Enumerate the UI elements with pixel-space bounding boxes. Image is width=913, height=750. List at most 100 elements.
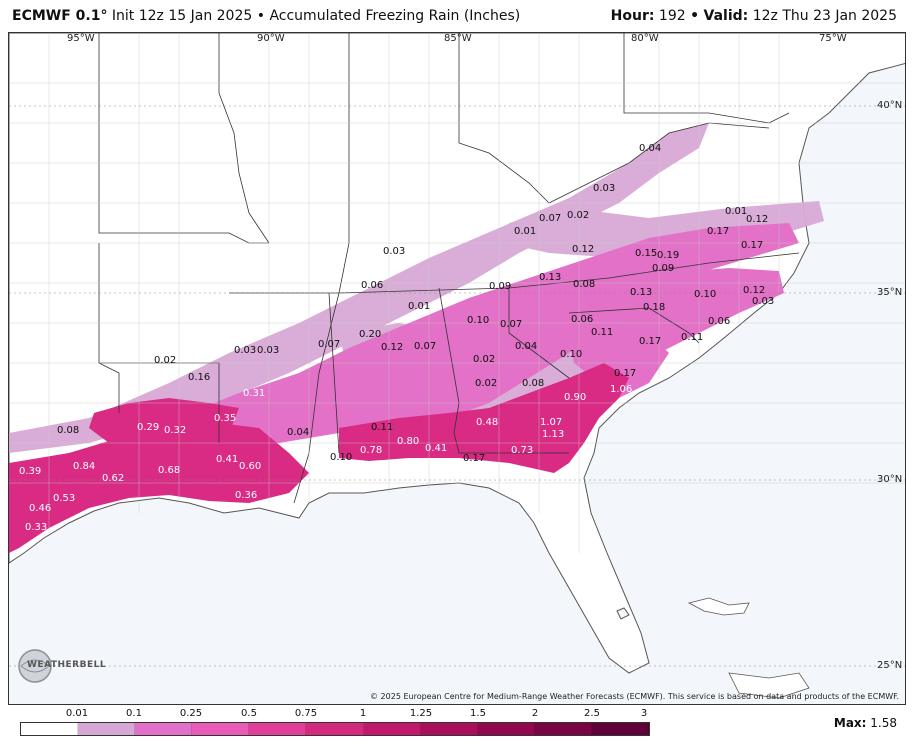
value-label: 0.12 xyxy=(572,244,595,255)
lon-label-90w: 90°W xyxy=(257,33,285,44)
value-label: 0.68 xyxy=(158,465,181,476)
value-label: 0.17 xyxy=(741,240,764,251)
title-separator-2: • xyxy=(690,8,700,24)
max-number: 1.58 xyxy=(870,716,897,730)
value-label: 0.07 xyxy=(500,319,523,330)
legend-tick: 1.5 xyxy=(470,708,486,719)
value-label: 1.07 xyxy=(540,417,563,428)
value-label: 0.08 xyxy=(522,378,545,389)
value-label: 0.17 xyxy=(707,226,730,237)
value-label: 0.32 xyxy=(164,425,187,436)
value-label: 0.10 xyxy=(330,452,353,463)
lat-label-30n: 30°N xyxy=(877,474,903,485)
value-label: 0.11 xyxy=(371,422,394,433)
value-label: 0.01 xyxy=(514,226,537,237)
value-label: 0.41 xyxy=(216,454,239,465)
value-label: 0.08 xyxy=(57,425,80,436)
value-label: 0.60 xyxy=(239,461,262,472)
legend-ticks: 0.01 0.1 0.25 0.5 0.75 1 1.25 1.5 2 2.5 … xyxy=(20,708,650,722)
value-label: 0.12 xyxy=(746,214,769,225)
legend-swatch xyxy=(534,723,592,735)
legend-tick: 0.25 xyxy=(179,708,203,719)
value-label: 0.10 xyxy=(467,315,490,326)
value-label: 0.35 xyxy=(214,413,237,424)
heavy-freezing-rain-band xyxy=(9,363,629,553)
lon-label-75w: 75°W xyxy=(819,33,847,44)
legend-swatch xyxy=(135,723,193,735)
value-label: 0.19 xyxy=(657,250,680,261)
legend-tick: 1.25 xyxy=(409,708,433,719)
value-label: 0.78 xyxy=(360,445,383,456)
legend-tick: 1 xyxy=(359,708,367,719)
value-label: 0.90 xyxy=(564,392,587,403)
islands xyxy=(687,597,810,699)
legend-swatch xyxy=(363,723,421,735)
value-label: 0.03 xyxy=(257,345,280,356)
legend-tick: 0.01 xyxy=(65,708,89,719)
value-label: 0.13 xyxy=(630,287,653,298)
valid-value: 12z Thu 23 Jan 2025 xyxy=(752,8,897,24)
value-label: 0.62 xyxy=(102,473,125,484)
legend-tick: 0.75 xyxy=(294,708,318,719)
copyright-notice: © 2025 European Centre for Medium-Range … xyxy=(370,692,899,701)
hour-label: Hour: xyxy=(610,8,655,24)
value-label: 0.07 xyxy=(539,213,562,224)
value-label: 0.03 xyxy=(234,345,257,356)
value-label: 0.04 xyxy=(515,341,538,352)
legend-tick: 0.5 xyxy=(241,708,257,719)
value-label: 0.80 xyxy=(397,436,420,447)
value-label: 0.09 xyxy=(489,281,512,292)
lon-label-95w: 95°W xyxy=(67,33,95,44)
legend-swatch xyxy=(306,723,364,735)
legend-tick: 2 xyxy=(531,708,539,719)
logo-globe-icon xyxy=(18,649,52,683)
legend-tick: 3 xyxy=(640,708,648,719)
model-name: ECMWF 0.1° xyxy=(12,8,108,24)
hour-value: 192 xyxy=(658,8,686,24)
value-label: 0.11 xyxy=(591,327,614,338)
map-canvas xyxy=(9,33,905,699)
value-label: 0.02 xyxy=(473,354,496,365)
value-label: 0.48 xyxy=(476,417,499,428)
value-label: 0.04 xyxy=(287,427,310,438)
legend-swatch xyxy=(591,723,650,735)
value-label: 0.03 xyxy=(383,246,406,257)
value-label: 0.03 xyxy=(752,296,775,307)
legend-swatch xyxy=(21,723,79,735)
value-label: 0.18 xyxy=(643,302,666,313)
title-separator: • xyxy=(256,8,265,24)
value-label: 1.13 xyxy=(542,429,565,440)
value-label: 0.04 xyxy=(639,143,662,154)
value-label: 0.20 xyxy=(359,329,382,340)
value-label: 0.02 xyxy=(475,378,498,389)
value-label: 0.41 xyxy=(425,443,448,454)
value-label: 0.31 xyxy=(243,388,266,399)
value-label: 0.01 xyxy=(408,301,431,312)
value-label: 0.15 xyxy=(635,248,658,259)
value-label: 0.10 xyxy=(560,349,583,360)
logo-text: WEATHERBELL xyxy=(27,660,107,670)
value-label: 0.17 xyxy=(614,368,637,379)
value-label: 0.06 xyxy=(571,314,594,325)
value-label: 0.09 xyxy=(652,263,675,274)
legend-swatch xyxy=(192,723,250,735)
value-label: 0.17 xyxy=(463,453,486,464)
value-label: 0.73 xyxy=(511,445,534,456)
color-legend: 0.01 0.1 0.25 0.5 0.75 1 1.25 1.5 2 2.5 … xyxy=(20,708,650,742)
value-label: 0.84 xyxy=(73,461,96,472)
valid-label: Valid: xyxy=(703,8,749,24)
value-label: 1.06 xyxy=(610,384,633,395)
legend-swatch xyxy=(420,723,478,735)
value-label: 0.02 xyxy=(154,355,177,366)
lat-label-35n: 35°N xyxy=(877,287,903,298)
lake-okeechobee xyxy=(616,607,630,620)
chart-title: ECMWF 0.1° Init 12z 15 Jan 2025 • Accumu… xyxy=(12,8,520,24)
value-label: 0.29 xyxy=(137,422,160,433)
value-label: 0.02 xyxy=(567,210,590,221)
value-label: 0.46 xyxy=(29,503,52,514)
lon-label-80w: 80°W xyxy=(631,33,659,44)
value-label: 0.10 xyxy=(694,289,717,300)
map-panel: 95°W 90°W 85°W 80°W 75°W 40°N 35°N 30°N … xyxy=(8,32,906,705)
value-label: 0.03 xyxy=(593,183,616,194)
lat-label-25n: 25°N xyxy=(877,660,903,671)
